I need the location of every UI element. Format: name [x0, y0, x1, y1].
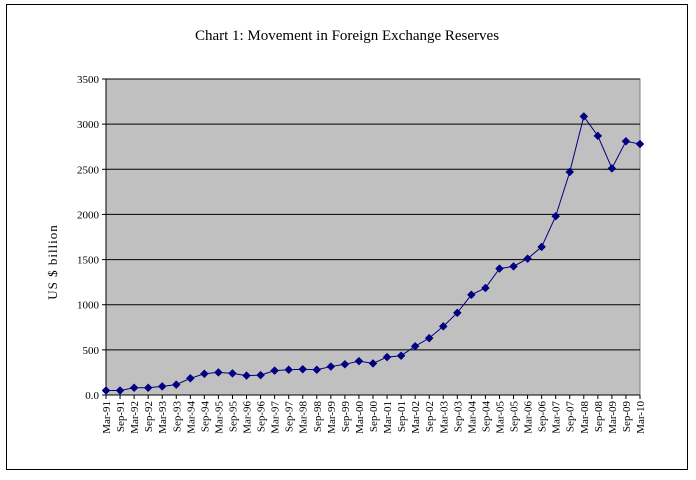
x-tick-label: Mar-01 [382, 401, 394, 434]
y-tick-label: 3500 [77, 74, 100, 86]
data-point-marker [382, 352, 392, 362]
data-point-marker [185, 373, 195, 383]
y-tick-label: 1000 [77, 300, 100, 312]
x-tick-label: Sep-93 [171, 401, 183, 433]
x-tick-label: Sep-03 [452, 401, 464, 433]
x-tick-label: Sep-94 [199, 401, 211, 433]
x-tick-label: Mar-08 [579, 401, 591, 434]
x-tick-label: Sep-02 [424, 401, 436, 432]
x-tick-label: Mar-96 [242, 401, 254, 434]
data-point-marker [424, 333, 434, 343]
data-point-marker [396, 351, 406, 361]
x-tick-label: Mar-04 [466, 401, 478, 434]
y-tick-label: 3000 [77, 119, 100, 131]
y-tick-label: 2500 [77, 164, 100, 176]
x-tick-label: Sep-07 [565, 401, 577, 433]
x-tick-label: Mar-95 [213, 401, 225, 434]
data-point-marker [467, 290, 476, 300]
data-point-marker [551, 211, 561, 221]
x-tick-label: Sep-01 [396, 401, 408, 432]
data-point-marker [354, 356, 364, 366]
data-point-marker [579, 112, 589, 121]
x-tick-label: Sep-05 [509, 401, 521, 433]
x-tick-label: Sep-98 [312, 401, 324, 433]
y-tick-label: 1500 [77, 255, 100, 267]
data-point-marker [368, 359, 378, 368]
data-point-marker [312, 365, 322, 375]
data-point-marker [242, 371, 251, 380]
data-point-marker [481, 283, 490, 293]
data-point-marker [129, 383, 139, 393]
x-tick-label: Mar-06 [523, 401, 535, 434]
data-point-marker [621, 136, 631, 146]
x-tick-label: Sep-96 [256, 401, 268, 433]
data-point-marker [256, 370, 265, 380]
data-point-marker [326, 362, 336, 371]
data-point-marker [537, 242, 546, 252]
data-point-marker [452, 308, 462, 318]
x-tick-label: Sep-97 [284, 401, 296, 433]
x-tick-label: Sep-00 [368, 401, 380, 433]
data-point-marker [214, 368, 223, 377]
data-point-marker [495, 264, 504, 273]
data-point-marker [565, 167, 575, 177]
x-tick-label: Mar-02 [410, 401, 422, 434]
x-tick-label: Sep-99 [340, 401, 352, 433]
x-tick-label: Mar-10 [635, 401, 647, 434]
x-tick-label: Mar-97 [270, 401, 282, 434]
x-tick-label: Mar-05 [494, 401, 506, 434]
x-tick-label: Mar-03 [438, 401, 450, 434]
x-tick-label: Sep-09 [621, 401, 633, 433]
data-point-marker [101, 386, 111, 395]
y-axis-ticks: 0.0 500 1000 1500 2000 2500 3000 3500 [77, 74, 106, 402]
data-point-marker [171, 380, 181, 389]
x-tick-label: Mar-91 [101, 401, 113, 434]
data-point-marker [340, 359, 350, 369]
x-tick-label: Mar-00 [354, 401, 366, 434]
plot-area [105, 78, 641, 396]
x-tick-label: Mar-09 [607, 401, 619, 434]
y-axis-label: US $ billion [45, 224, 60, 300]
x-tick-label: Sep-91 [115, 401, 127, 432]
x-tick-label: Mar-92 [129, 401, 141, 434]
data-point-marker [593, 131, 603, 141]
data-point-marker [284, 365, 294, 375]
series-layer [101, 112, 645, 395]
data-point-marker [143, 383, 153, 393]
x-tick-label: Sep-08 [593, 401, 605, 433]
y-tick-label: 500 [83, 345, 100, 357]
x-tick-label: Mar-93 [157, 401, 169, 434]
x-tick-label: Mar-99 [326, 401, 338, 434]
x-tick-label: Mar-98 [298, 401, 310, 434]
data-point-marker [438, 322, 448, 331]
data-point-marker [523, 254, 532, 264]
data-point-marker [298, 364, 308, 374]
data-point-marker [200, 369, 209, 379]
data-point-marker [607, 164, 617, 173]
x-tick-label: Mar-94 [185, 401, 197, 434]
data-point-marker [509, 261, 518, 271]
data-point-marker [270, 366, 279, 375]
x-tick-label: Sep-06 [537, 401, 549, 433]
data-point-marker [157, 382, 167, 391]
x-tick-label: Sep-04 [480, 401, 492, 433]
data-point-marker [228, 368, 237, 378]
x-axis-ticks: Mar-91 Sep-91 Mar-92 Sep-92 Mar-93 Sep-93 Mar-… [101, 395, 647, 434]
data-point-marker [635, 139, 645, 149]
chart-title: Chart 1: Movement in Foreign Exchange Re… [195, 28, 499, 44]
data-point-marker [115, 386, 125, 395]
x-tick-label: Mar-07 [551, 401, 563, 434]
x-tick-label: Sep-92 [143, 401, 155, 432]
y-tick-label: 0.0 [85, 390, 99, 402]
y-tick-label: 2000 [77, 209, 100, 221]
data-point-marker [410, 341, 420, 351]
x-tick-label: Sep-95 [227, 401, 239, 433]
